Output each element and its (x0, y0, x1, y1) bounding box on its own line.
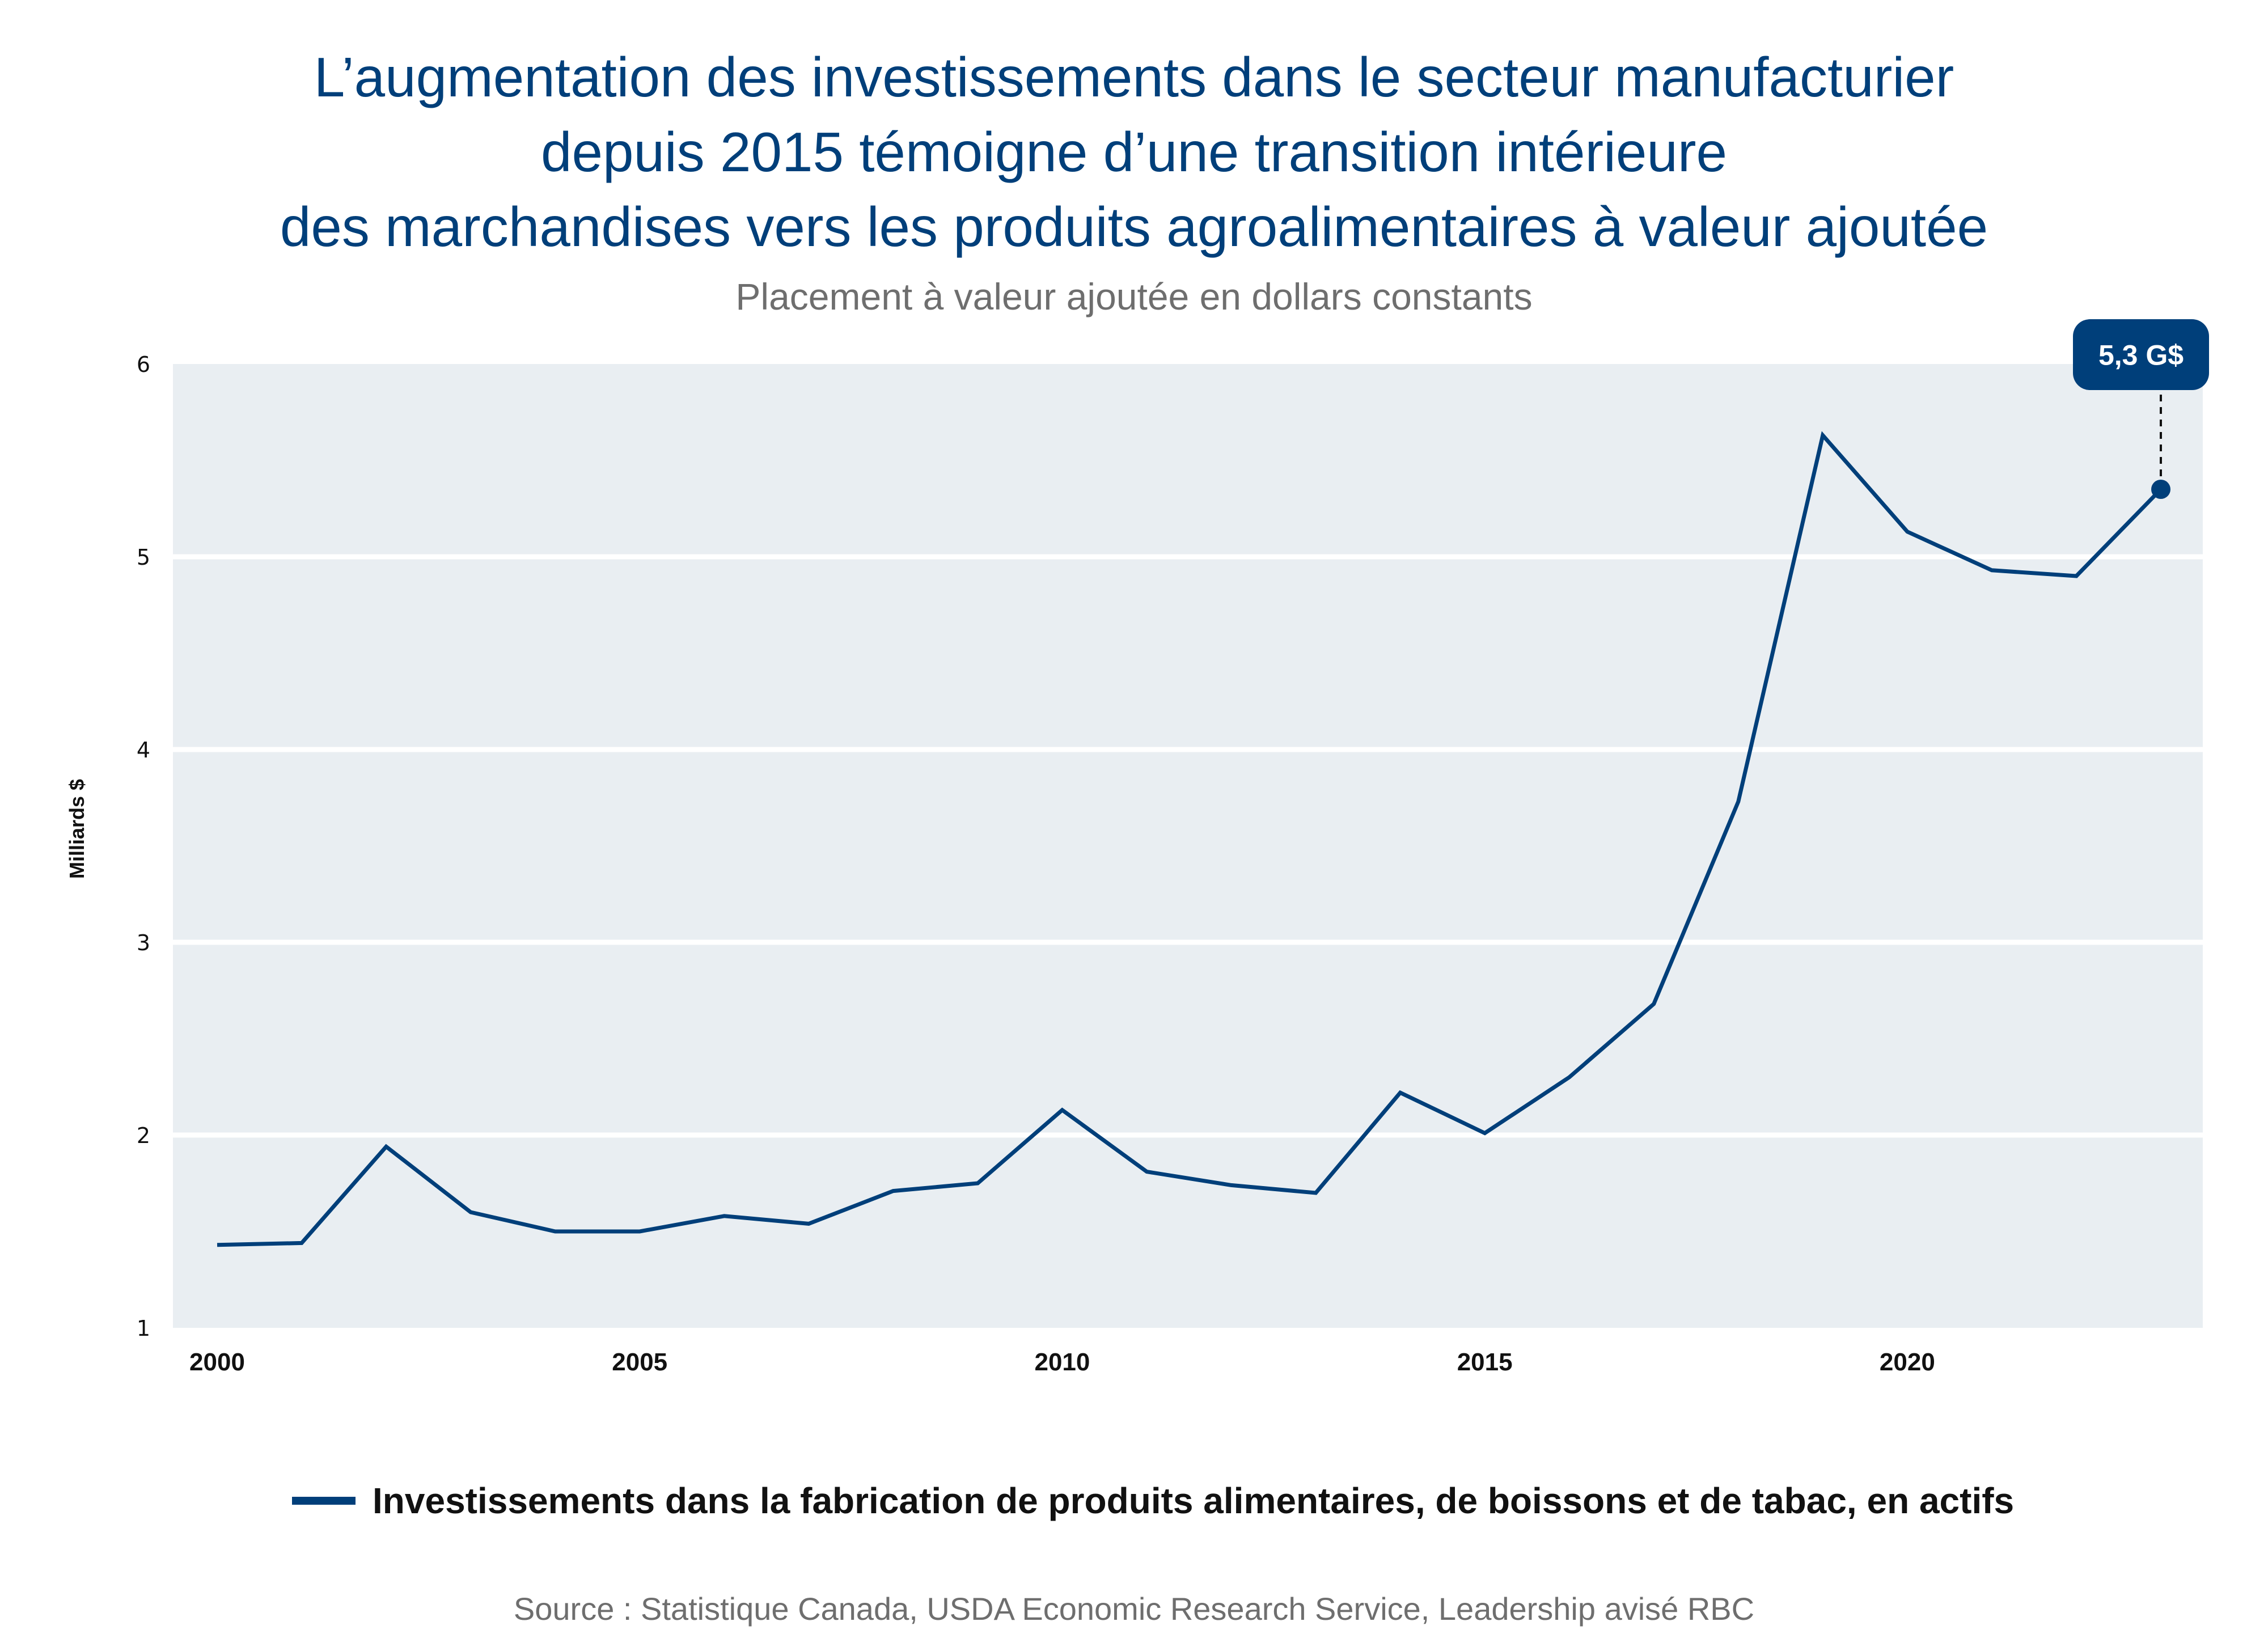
value-callout: 5,3 G$ (2073, 319, 2209, 479)
legend-label: Investissements dans la fabrication de p… (373, 1480, 2015, 1521)
chart-subtitle: Placement à valeur ajoutée en dollars co… (735, 276, 1533, 318)
source-note: Source : Statistique Canada, USDA Econom… (513, 1591, 1755, 1627)
y-axis-ticks: 1 2 3 4 5 6 (137, 352, 150, 1341)
chart-title: L’augmentation des investissements dans … (0, 40, 2268, 264)
y-tick-label: 2 (137, 1123, 150, 1148)
y-tick-label: 6 (137, 352, 150, 377)
y-tick-label: 1 (137, 1316, 150, 1341)
y-axis-label: Milliards $ (65, 779, 88, 879)
x-tick-label: 2020 (1880, 1348, 1935, 1376)
y-tick-label: 5 (137, 545, 150, 570)
gridlines (173, 554, 2203, 1138)
data-point-2023 (2151, 480, 2170, 499)
title-line-2: depuis 2015 témoigne d’une transition in… (540, 121, 1728, 183)
title-line-1: L’augmentation des investissements dans … (314, 46, 1954, 108)
callout-label: 5,3 G$ (2098, 340, 2184, 371)
title-line-3: des marchandises vers les produits agroa… (280, 196, 1988, 258)
x-tick-label: 2010 (1034, 1348, 1090, 1376)
callout-box (2073, 319, 2209, 390)
x-tick-label: 2000 (189, 1348, 245, 1376)
series-line (217, 431, 2163, 1247)
x-tick-label: 2005 (612, 1348, 667, 1376)
legend: Investissements dans la fabrication de p… (292, 1480, 2014, 1522)
x-axis-ticks: 2000 2005 2010 2015 2020 (189, 1348, 1935, 1376)
y-tick-label: 3 (137, 930, 150, 955)
data-points (2151, 480, 2170, 499)
legend-swatch-line (292, 1497, 356, 1505)
x-tick-label: 2015 (1457, 1348, 1513, 1376)
plot-background (173, 364, 2203, 1328)
y-tick-label: 4 (137, 738, 150, 763)
